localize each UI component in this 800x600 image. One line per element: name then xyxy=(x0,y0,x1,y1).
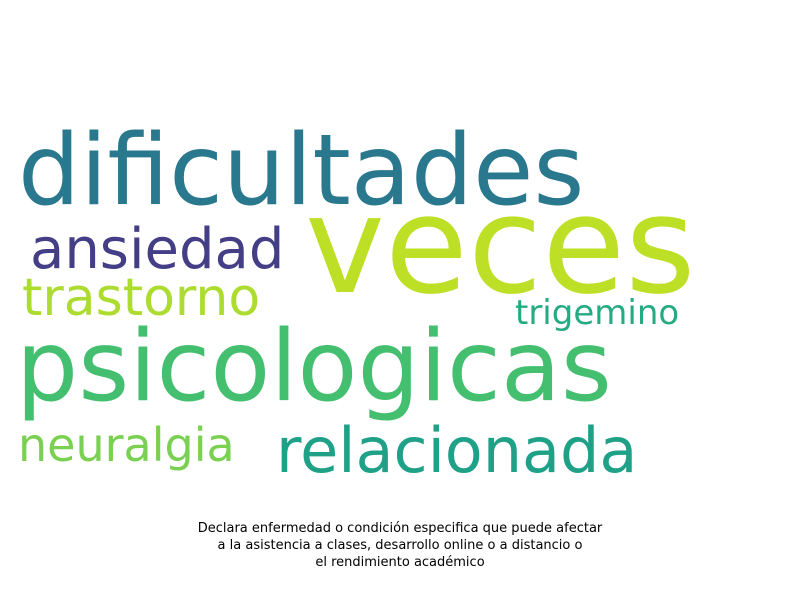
caption-line: el rendimiento académico xyxy=(315,555,485,570)
word-trastorno: trastorno xyxy=(22,268,261,328)
caption-line: Declara enfermedad o condición especific… xyxy=(197,521,603,536)
word-dificultades: dificultades xyxy=(18,114,585,228)
figure-caption: Declara enfermedad o condición especific… xyxy=(0,520,800,571)
word-ansiedad: ansiedad xyxy=(30,217,285,282)
word-relacionada: relacionada xyxy=(276,414,638,487)
caption-line: a la asistencia a clases, desarrollo onl… xyxy=(217,538,583,553)
word-veces: veces xyxy=(305,167,696,324)
word-psicologicas: psicologicas xyxy=(16,310,612,424)
word-neuralgia: neuralgia xyxy=(18,418,235,472)
word-trigemino: trigemino xyxy=(515,293,680,333)
